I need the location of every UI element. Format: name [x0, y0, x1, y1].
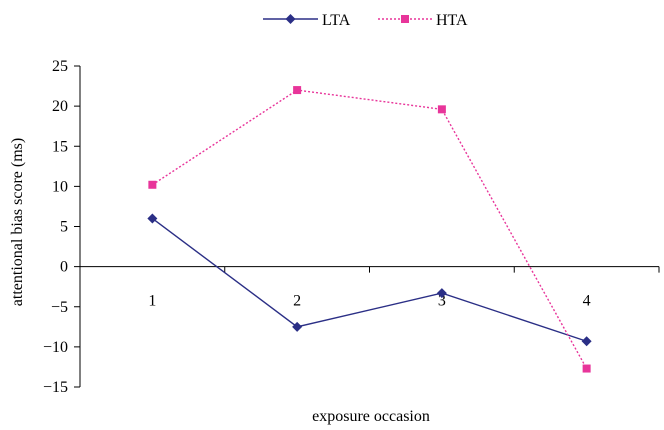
data-point-lta: [292, 321, 303, 332]
legend-marker-lta: [285, 14, 296, 24]
legend: LTA HTA: [263, 12, 468, 29]
x-axis-label: exposure occasion: [312, 408, 430, 425]
y-tick-label: −15: [43, 379, 68, 396]
legend-marker-hta: [401, 15, 409, 23]
data-point-lta: [581, 336, 592, 347]
axes: 25 20 15 10 5 0 −5 −10 −15 1 2 3 4: [43, 58, 660, 396]
y-tick-label: −5: [51, 299, 68, 316]
y-tick-label: 20: [52, 98, 68, 115]
series-layer: [147, 86, 592, 373]
x-tick-label: 1: [148, 293, 156, 310]
data-point-lta: [436, 288, 447, 299]
series-lta: [147, 213, 592, 347]
y-tick-label: 25: [52, 58, 68, 75]
data-point-hta: [293, 86, 302, 95]
series-line-hta: [151, 89, 588, 369]
data-point-hta: [582, 364, 591, 373]
y-tick-label: 10: [52, 178, 68, 195]
data-point-hta: [148, 180, 157, 189]
y-tick-label: 5: [60, 219, 68, 236]
legend-label-lta: LTA: [322, 12, 351, 29]
y-tick-label: −10: [43, 339, 68, 356]
x-tick-label: 4: [583, 293, 591, 310]
y-tick-label: 15: [52, 138, 68, 155]
y-tick-label: 0: [60, 259, 68, 276]
legend-label-hta: HTA: [436, 12, 468, 29]
series-hta: [148, 86, 591, 373]
x-tick-label: 2: [293, 293, 301, 310]
x-tick-label: 3: [438, 293, 446, 310]
data-point-lta: [147, 213, 158, 224]
series-line-lta: [151, 217, 587, 342]
data-point-hta: [437, 105, 446, 114]
y-axis-label: attentional bias score (ms): [9, 138, 26, 306]
